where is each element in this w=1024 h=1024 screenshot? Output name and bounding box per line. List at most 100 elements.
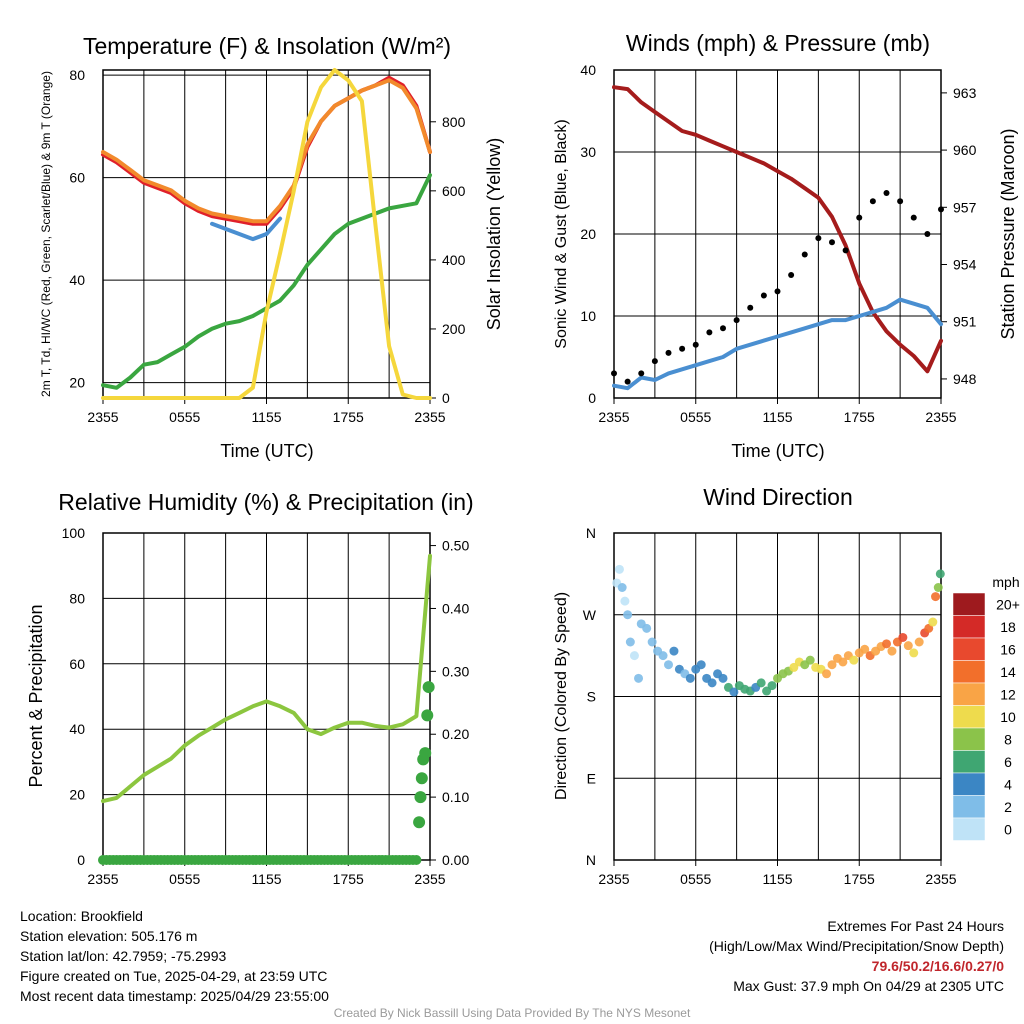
y-right-tick-label: 0.30 <box>442 663 469 679</box>
direction-point <box>931 592 941 602</box>
direction-point <box>898 632 908 642</box>
precip-point <box>413 816 426 829</box>
direction-point <box>642 623 652 633</box>
y-right-tick-label: 963 <box>953 85 977 101</box>
y-tick-label: 100 <box>62 525 86 541</box>
x-tick-label: 1155 <box>251 409 281 425</box>
y-tick-label: 80 <box>69 590 85 606</box>
gust-point <box>938 206 944 213</box>
y-tick-label: 60 <box>69 656 85 672</box>
precip-point <box>419 747 432 760</box>
direction-point <box>827 660 837 670</box>
extremes-info: Extremes For Past 24 Hours (High/Low/Max… <box>709 916 1004 996</box>
gust-point <box>788 272 795 278</box>
direction-point <box>933 583 943 592</box>
x-tick-label: 0555 <box>680 871 711 887</box>
gust-point <box>679 345 686 352</box>
gust-point <box>611 370 617 377</box>
station-elevation: Station elevation: 505.176 m <box>20 928 198 944</box>
temp-series-2 <box>210 216 283 242</box>
gust-point <box>651 358 658 365</box>
x-tick-label: 2355 <box>598 409 629 425</box>
x-tick-label: 1755 <box>333 409 364 425</box>
gust-point <box>733 317 740 324</box>
x-tick-label: 0555 <box>169 409 200 425</box>
y-right-tick-label: 960 <box>953 142 977 158</box>
y-right-tick-label: 600 <box>442 183 466 199</box>
colorbar-tick-label: 2 <box>1004 799 1012 815</box>
y-right-tick-label: 0.50 <box>442 538 469 554</box>
recent-timestamp: Most recent data timestamp: 2025/04/29 2… <box>20 988 329 1004</box>
x-tick-label: 2355 <box>925 871 956 887</box>
y-axis-label-rh: Percent & Precipitation <box>26 604 46 787</box>
gust-point <box>815 235 822 242</box>
colorbar-swatch <box>952 795 986 819</box>
colorbar-tick-label: 6 <box>1004 754 1012 770</box>
x-tick-label: 0555 <box>169 871 200 887</box>
y-tick-label: 0 <box>77 852 85 868</box>
y-axis-label-winds: Sonic Wind & Gust (Blue, Black) <box>553 119 570 348</box>
y-tick-label: S <box>587 689 596 705</box>
y-tick-label: 30 <box>580 144 596 160</box>
y-right-tick-label: 951 <box>953 314 977 330</box>
x-axis-label-temp: Time (UTC) <box>220 441 313 461</box>
x-tick-label: 2355 <box>414 871 445 887</box>
gust-point <box>665 349 672 356</box>
chart-title-temp: Temperature (F) & Insolation (W/m²) <box>83 33 451 59</box>
y-tick-label: 40 <box>69 721 85 737</box>
gust-point <box>924 231 931 237</box>
colorbar-swatch <box>952 705 986 729</box>
colorbar-swatch <box>952 817 986 841</box>
direction-point <box>928 617 938 627</box>
colorbar-tick-label: 0 <box>1004 821 1012 837</box>
direction-point <box>696 660 706 670</box>
rh-series-0 <box>101 553 432 804</box>
direction-point <box>805 655 815 665</box>
x-tick-label: 0555 <box>680 409 711 425</box>
direction-point <box>620 596 630 606</box>
precip-zero-point <box>411 855 422 865</box>
gust-point <box>692 341 699 348</box>
colorbar-tick-label: 18 <box>1000 619 1016 635</box>
direction-point <box>903 641 913 651</box>
station-location: Location: Brookfield <box>20 908 143 924</box>
direction-point <box>849 655 859 665</box>
colorbar-tick-label: 20+ <box>996 596 1020 612</box>
precip-point <box>414 791 427 804</box>
extremes-title: Extremes For Past 24 Hours <box>827 918 1004 934</box>
direction-point <box>707 678 717 688</box>
colorbar-swatch <box>952 682 986 706</box>
direction-point <box>617 583 627 592</box>
chart-title-winds: Winds (mph) & Pressure (mb) <box>626 30 930 56</box>
direction-point <box>935 569 945 579</box>
colorbar-tick-label: 14 <box>1000 664 1016 680</box>
y-tick-label: W <box>583 607 597 623</box>
x-tick-label: 1155 <box>762 871 792 887</box>
x-axis-label-winds: Time (UTC) <box>731 441 824 461</box>
y-tick-label: 20 <box>69 375 85 391</box>
colorbar-tick-label: 8 <box>1004 731 1012 747</box>
y-tick-label: E <box>587 770 596 786</box>
y-tick-label: N <box>586 525 596 541</box>
y-right-tick-label: 400 <box>442 252 466 268</box>
y-right-tick-label: 0.40 <box>442 600 469 616</box>
wind-series-1 <box>612 297 943 391</box>
direction-point <box>914 637 924 647</box>
y-right-tick-label: 0 <box>442 390 450 406</box>
gust-point <box>774 288 781 295</box>
temp-series-1 <box>101 78 432 224</box>
direction-point <box>718 673 728 683</box>
gust-point <box>842 247 849 254</box>
colorbar-tick-label: 10 <box>1000 709 1016 725</box>
y-tick-label: 0 <box>588 390 596 406</box>
gust-point <box>706 329 713 336</box>
x-tick-label: 2355 <box>598 871 629 887</box>
y-right-tick-label: 948 <box>953 371 977 387</box>
station-latlon: Station lat/lon: 42.7959; -75.2993 <box>20 948 227 964</box>
colorbar-swatch <box>952 615 986 639</box>
y-right-axis-label-winds: Station Pressure (Maroon) <box>998 128 1018 339</box>
plot-frame <box>102 69 431 399</box>
y-tick-label: 40 <box>580 62 596 78</box>
extremes-values: 79.6/50.2/16.6/0.27/0 <box>871 958 1004 974</box>
direction-point <box>756 678 766 688</box>
